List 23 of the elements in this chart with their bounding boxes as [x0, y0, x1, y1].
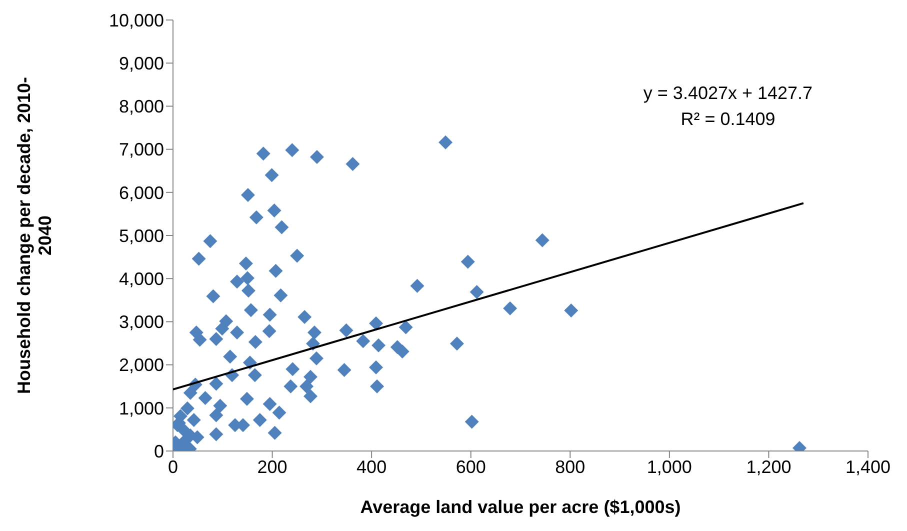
y-tick-label: 10,000 [108, 10, 164, 30]
y-tick-label: 3,000 [118, 312, 164, 332]
annotation: R² = 0.1409 [680, 108, 776, 131]
y-tick-label: 7,000 [118, 140, 164, 160]
x-tick-label: 600 [456, 456, 486, 477]
x-tick-label: 1,000 [646, 456, 692, 477]
x-axis-title: Average land value per acre ($1,000s) [360, 497, 681, 517]
y-tick-label: 0 [154, 441, 164, 462]
x-tick-label: 1,200 [746, 456, 792, 477]
y-tick-label: 8,000 [118, 96, 164, 117]
y-tick-label: 5,000 [118, 226, 164, 246]
annotation: y = 3.4027x + 1427.7 [642, 82, 814, 105]
x-tick-label: 200 [257, 456, 288, 477]
x-tick-label: 0 [168, 456, 178, 477]
y-axis-title: Household change per decade, 2010-2040 [14, 76, 55, 394]
x-tick-label: 800 [555, 456, 586, 477]
y-tick-label: 4,000 [118, 268, 164, 289]
y-tick-label: 1,000 [118, 398, 164, 418]
y-tick-label: 2,000 [118, 355, 164, 376]
x-tick-label: 400 [356, 456, 387, 477]
y-tick-label: 6,000 [118, 182, 164, 203]
y-tick-label: 9,000 [118, 53, 164, 74]
x-tick-label: 1,400 [845, 456, 891, 477]
